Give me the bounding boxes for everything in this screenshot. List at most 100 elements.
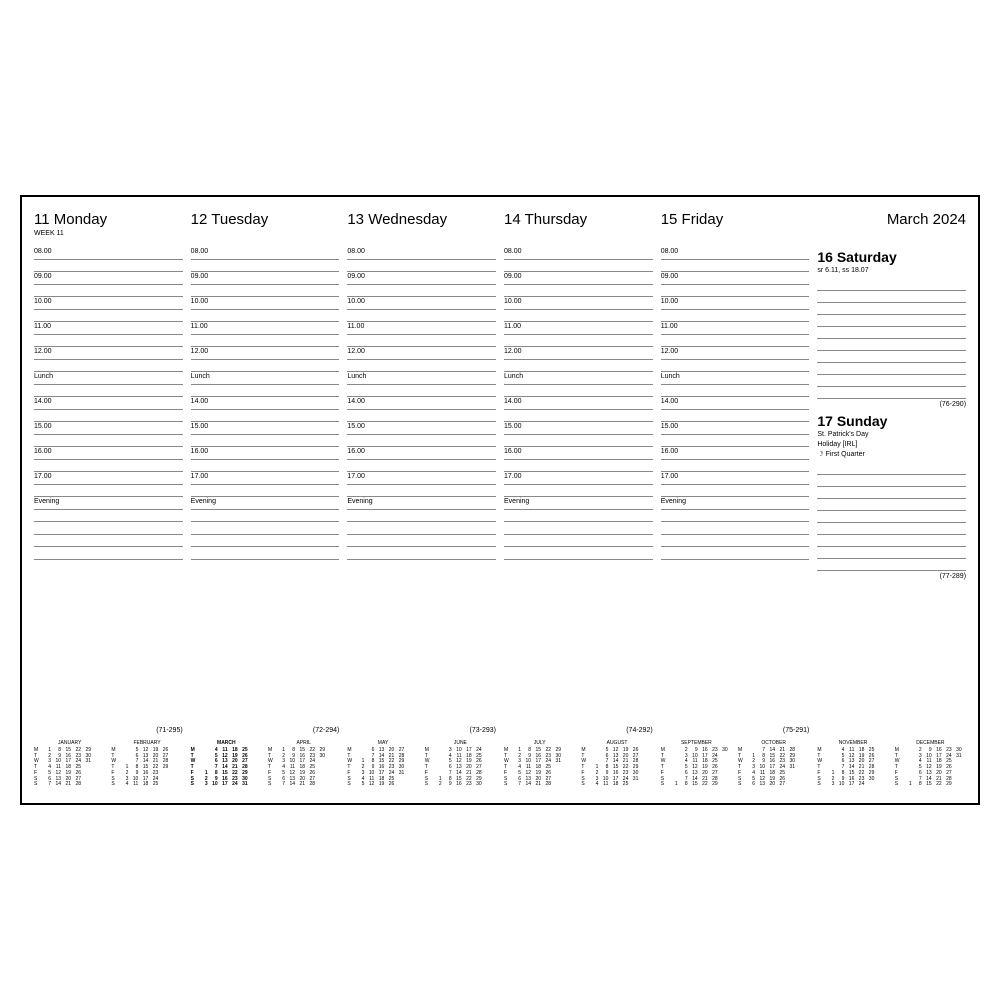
mini-cell: 8 bbox=[913, 782, 923, 788]
time-slot bbox=[661, 385, 810, 398]
mini-cell: 17 bbox=[219, 782, 229, 788]
mini-cell: 7 bbox=[42, 782, 52, 788]
time-slot: Lunch bbox=[347, 372, 496, 385]
time-slot bbox=[661, 435, 810, 448]
weekend-lines bbox=[817, 463, 966, 571]
time-slot bbox=[34, 535, 183, 548]
time-slot bbox=[191, 547, 340, 560]
mini-cell: 10 bbox=[835, 782, 845, 788]
mini-month: SEPTEMBERM29162330T3101724W4111825T51219… bbox=[661, 741, 732, 795]
day-ordinal: (71-295) bbox=[34, 727, 183, 737]
slot-label: 08.00 bbox=[661, 248, 681, 255]
mini-dow: S bbox=[347, 782, 355, 788]
time-slot: Lunch bbox=[504, 372, 653, 385]
time-slot: 14.00 bbox=[347, 397, 496, 410]
mini-cell: 14 bbox=[286, 782, 296, 788]
time-slots: 08.0009.0010.0011.0012.00Lunch14.0015.00… bbox=[347, 247, 496, 725]
mini-cell: 23 bbox=[463, 782, 473, 788]
mini-month: FEBRUARYM5121926T6132027W7142128T1815222… bbox=[111, 741, 182, 795]
month-title: March 2024 bbox=[817, 211, 966, 228]
time-slot: Evening bbox=[191, 497, 340, 510]
mini-cell: 17 bbox=[845, 782, 855, 788]
day-header: 13 Wednesday bbox=[347, 211, 496, 247]
time-slot: 10.00 bbox=[504, 297, 653, 310]
mini-month: OCTOBERM7142128T18152229W29162330T310172… bbox=[738, 741, 809, 795]
weekend-lines bbox=[817, 279, 966, 399]
time-slot: 16.00 bbox=[504, 447, 653, 460]
time-slot bbox=[34, 485, 183, 498]
day-ordinal: (75-291) bbox=[661, 727, 810, 737]
rule-line bbox=[817, 351, 966, 363]
time-slot bbox=[504, 435, 653, 448]
time-slot: 08.00 bbox=[191, 247, 340, 260]
mini-cell: 18 bbox=[609, 782, 619, 788]
time-slot: 08.00 bbox=[504, 247, 653, 260]
mini-dow: S bbox=[111, 782, 119, 788]
time-slot bbox=[504, 535, 653, 548]
mini-month: MAYM6132027T7142128W18152229T29162330F31… bbox=[347, 741, 418, 795]
time-slot: 16.00 bbox=[191, 447, 340, 460]
slot-label: 14.00 bbox=[191, 398, 211, 405]
time-slot: 15.00 bbox=[34, 422, 183, 435]
slot-label: 16.00 bbox=[34, 448, 54, 455]
mini-month: JUNEM3101724T4111825W5121926T6132027F714… bbox=[425, 741, 496, 795]
time-slot bbox=[34, 435, 183, 448]
time-slot bbox=[661, 310, 810, 323]
mini-cell: 7 bbox=[276, 782, 286, 788]
slot-label: 17.00 bbox=[504, 473, 524, 480]
mini-month-name: OCTOBER bbox=[738, 741, 809, 747]
time-slot: 17.00 bbox=[191, 472, 340, 485]
slot-label: Lunch bbox=[661, 373, 682, 380]
time-slot: 09.00 bbox=[34, 272, 183, 285]
mini-row: S4111825 bbox=[581, 782, 652, 788]
time-slot: 09.00 bbox=[661, 272, 810, 285]
mini-pair: MAYM6132027T7142128W18152229T29162330F31… bbox=[347, 741, 496, 795]
time-slot: 16.00 bbox=[34, 447, 183, 460]
mini-row: S5121926 bbox=[347, 782, 418, 788]
mini-dow: S bbox=[817, 782, 825, 788]
mini-cell: 15 bbox=[689, 782, 699, 788]
rule-line bbox=[817, 375, 966, 387]
slot-label: 10.00 bbox=[504, 298, 524, 305]
mini-cell: 4 bbox=[589, 782, 599, 788]
mini-month: JULYM18152229T29162330W310172431T4111825… bbox=[504, 741, 575, 795]
day-ordinal: (74-292) bbox=[504, 727, 653, 737]
time-slot bbox=[347, 485, 496, 498]
slot-label: Lunch bbox=[347, 373, 368, 380]
time-slot bbox=[191, 260, 340, 273]
rule-line bbox=[817, 339, 966, 351]
time-slot bbox=[191, 522, 340, 535]
mini-cell: 12 bbox=[365, 782, 375, 788]
slot-label: Evening bbox=[191, 498, 218, 505]
mini-row: S7142128 bbox=[34, 782, 105, 788]
mini-cell: 22 bbox=[933, 782, 943, 788]
time-slot: 08.00 bbox=[34, 247, 183, 260]
mini-dow: S bbox=[191, 782, 199, 788]
time-slot bbox=[661, 535, 810, 548]
time-slot bbox=[191, 435, 340, 448]
mini-cell: 1 bbox=[669, 782, 679, 788]
rule-line bbox=[817, 279, 966, 291]
rule-line bbox=[817, 487, 966, 499]
mini-pair: NOVEMBERM4111825T5121926W6132027T7142128… bbox=[817, 741, 966, 795]
mini-cell: 21 bbox=[296, 782, 306, 788]
time-slot: 12.00 bbox=[347, 347, 496, 360]
time-slot: 15.00 bbox=[661, 422, 810, 435]
time-slot bbox=[347, 522, 496, 535]
mini-cell: 28 bbox=[72, 782, 82, 788]
time-slots: 08.0009.0010.0011.0012.00Lunch14.0015.00… bbox=[504, 247, 653, 725]
day-title: 12 Tuesday bbox=[191, 211, 340, 228]
mini-dow: S bbox=[661, 782, 669, 788]
mini-cell: 10 bbox=[209, 782, 219, 788]
mini-cell: 9 bbox=[443, 782, 453, 788]
slot-label: Lunch bbox=[34, 373, 55, 380]
time-slot: 15.00 bbox=[504, 422, 653, 435]
rule-line bbox=[817, 499, 966, 511]
day-column: 13 Wednesday08.0009.0010.0011.0012.00Lun… bbox=[347, 211, 496, 737]
time-slot bbox=[347, 260, 496, 273]
day-ordinal: (72-294) bbox=[191, 727, 340, 737]
time-slot: Evening bbox=[661, 497, 810, 510]
mini-cell: 1 bbox=[903, 782, 913, 788]
weekend-column: March 202416 Saturdaysr 6.11, ss 18.07(7… bbox=[817, 211, 966, 737]
mini-cell: 21 bbox=[62, 782, 72, 788]
